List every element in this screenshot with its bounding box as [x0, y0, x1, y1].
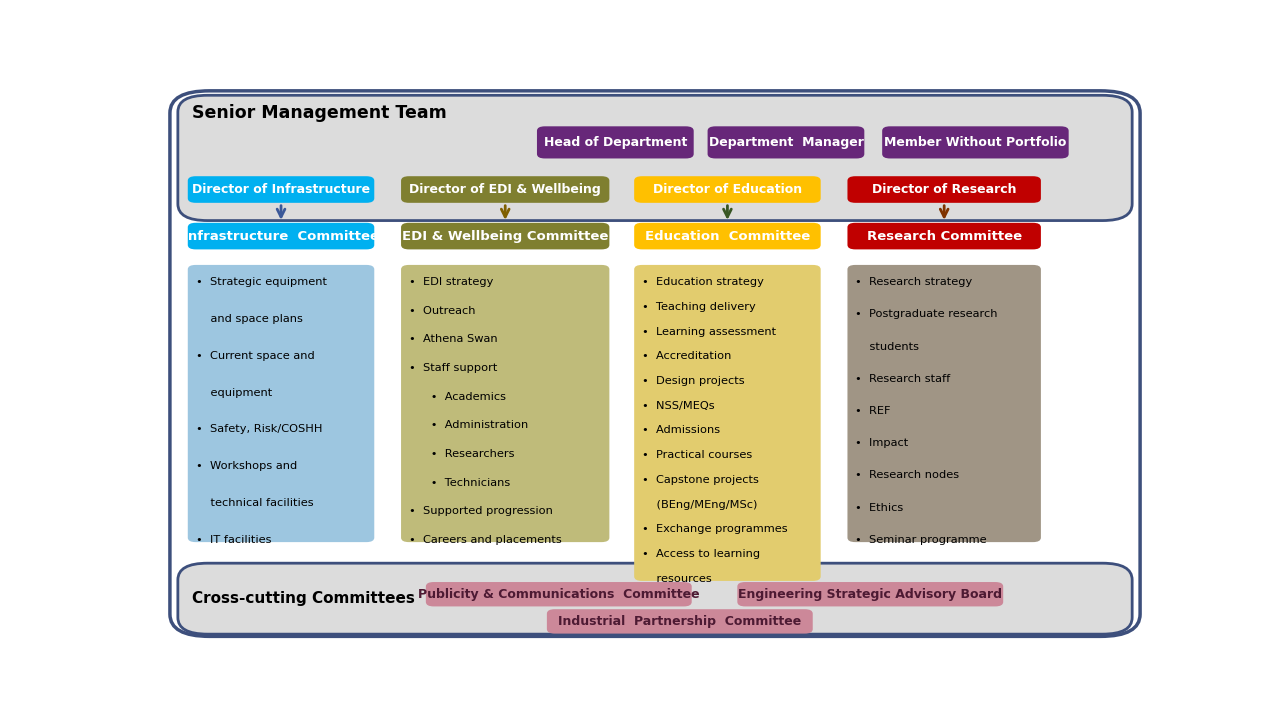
Text: Publicity & Communications  Committee: Publicity & Communications Committee — [419, 588, 700, 600]
Text: •  Education strategy: • Education strategy — [643, 277, 764, 287]
Text: •  Athena Swan: • Athena Swan — [410, 334, 498, 344]
FancyBboxPatch shape — [708, 126, 864, 158]
Text: •  Researchers: • Researchers — [410, 449, 515, 459]
Text: •  Current space and: • Current space and — [196, 351, 315, 361]
Text: •  Ethics: • Ethics — [855, 503, 904, 513]
Text: •  Academics: • Academics — [410, 392, 506, 402]
Text: Infrastructure  Committee: Infrastructure Committee — [183, 230, 379, 243]
Text: Department  Manager: Department Manager — [709, 136, 864, 149]
Text: equipment: equipment — [196, 387, 271, 397]
Text: technical facilities: technical facilities — [196, 498, 314, 508]
FancyBboxPatch shape — [401, 222, 609, 249]
Text: •  Safety, Risk/COSHH: • Safety, Risk/COSHH — [196, 424, 323, 434]
Text: Director of Education: Director of Education — [653, 183, 803, 196]
Text: EDI & Wellbeing Committee: EDI & Wellbeing Committee — [402, 230, 608, 243]
Text: •  Technicians: • Technicians — [410, 477, 511, 487]
FancyBboxPatch shape — [634, 265, 820, 581]
Text: •  Teaching delivery: • Teaching delivery — [643, 302, 756, 312]
FancyBboxPatch shape — [178, 95, 1132, 220]
FancyBboxPatch shape — [188, 222, 374, 249]
Text: •  Capstone projects: • Capstone projects — [643, 475, 759, 485]
Text: Research Committee: Research Committee — [867, 230, 1021, 243]
FancyBboxPatch shape — [170, 91, 1140, 636]
Text: Education  Committee: Education Committee — [645, 230, 810, 243]
Text: •  Access to learning: • Access to learning — [643, 549, 760, 559]
Text: •  Practical courses: • Practical courses — [643, 450, 753, 460]
Text: •  Research staff: • Research staff — [855, 374, 951, 384]
Text: (BEng/MEng/MSc): (BEng/MEng/MSc) — [643, 500, 758, 510]
FancyBboxPatch shape — [426, 582, 691, 606]
Text: •  Impact: • Impact — [855, 438, 909, 449]
FancyBboxPatch shape — [847, 176, 1041, 203]
FancyBboxPatch shape — [188, 265, 374, 542]
Text: •  IT facilities: • IT facilities — [196, 535, 271, 545]
Text: •  EDI strategy: • EDI strategy — [410, 277, 493, 287]
Text: Senior Management Team: Senior Management Team — [192, 104, 447, 122]
Text: and space plans: and space plans — [196, 314, 302, 324]
Text: •  Supported progression: • Supported progression — [410, 506, 553, 516]
Text: •  Postgraduate research: • Postgraduate research — [855, 310, 998, 320]
FancyBboxPatch shape — [737, 582, 1004, 606]
Text: •  Exchange programmes: • Exchange programmes — [643, 524, 787, 534]
Text: students: students — [855, 341, 919, 351]
Text: Director of EDI & Wellbeing: Director of EDI & Wellbeing — [410, 183, 602, 196]
FancyBboxPatch shape — [538, 126, 694, 158]
Text: •  Careers and placements: • Careers and placements — [410, 535, 562, 545]
FancyBboxPatch shape — [401, 176, 609, 203]
Text: •  Administration: • Administration — [410, 420, 529, 431]
Text: Cross-cutting Committees: Cross-cutting Committees — [192, 591, 415, 606]
Text: Member Without Portfolio: Member Without Portfolio — [884, 136, 1066, 149]
FancyBboxPatch shape — [847, 265, 1041, 542]
Text: Head of Department: Head of Department — [544, 136, 687, 149]
Text: Director of Infrastructure: Director of Infrastructure — [192, 183, 370, 196]
Text: •  Outreach: • Outreach — [410, 306, 475, 316]
Text: •  Seminar programme: • Seminar programme — [855, 535, 987, 545]
Text: •  Admissions: • Admissions — [643, 426, 721, 436]
Text: •  Workshops and: • Workshops and — [196, 462, 297, 472]
Text: •  Research nodes: • Research nodes — [855, 470, 960, 480]
FancyBboxPatch shape — [547, 609, 813, 634]
FancyBboxPatch shape — [847, 222, 1041, 249]
Text: Industrial  Partnership  Committee: Industrial Partnership Committee — [558, 615, 801, 628]
Text: •  Accreditation: • Accreditation — [643, 351, 731, 361]
Text: •  Learning assessment: • Learning assessment — [643, 327, 776, 336]
Text: •  Strategic equipment: • Strategic equipment — [196, 277, 326, 287]
FancyBboxPatch shape — [178, 563, 1132, 634]
Text: Engineering Strategic Advisory Board: Engineering Strategic Advisory Board — [739, 588, 1002, 600]
Text: •  Research strategy: • Research strategy — [855, 277, 973, 287]
Text: resources: resources — [643, 574, 712, 584]
Text: •  REF: • REF — [855, 406, 891, 416]
FancyBboxPatch shape — [882, 126, 1069, 158]
FancyBboxPatch shape — [401, 265, 609, 542]
FancyBboxPatch shape — [634, 176, 820, 203]
FancyBboxPatch shape — [188, 176, 374, 203]
FancyBboxPatch shape — [634, 222, 820, 249]
Text: •  NSS/MEQs: • NSS/MEQs — [643, 401, 714, 410]
Text: Director of Research: Director of Research — [872, 183, 1016, 196]
Text: •  Design projects: • Design projects — [643, 376, 745, 386]
Text: •  Staff support: • Staff support — [410, 363, 498, 373]
